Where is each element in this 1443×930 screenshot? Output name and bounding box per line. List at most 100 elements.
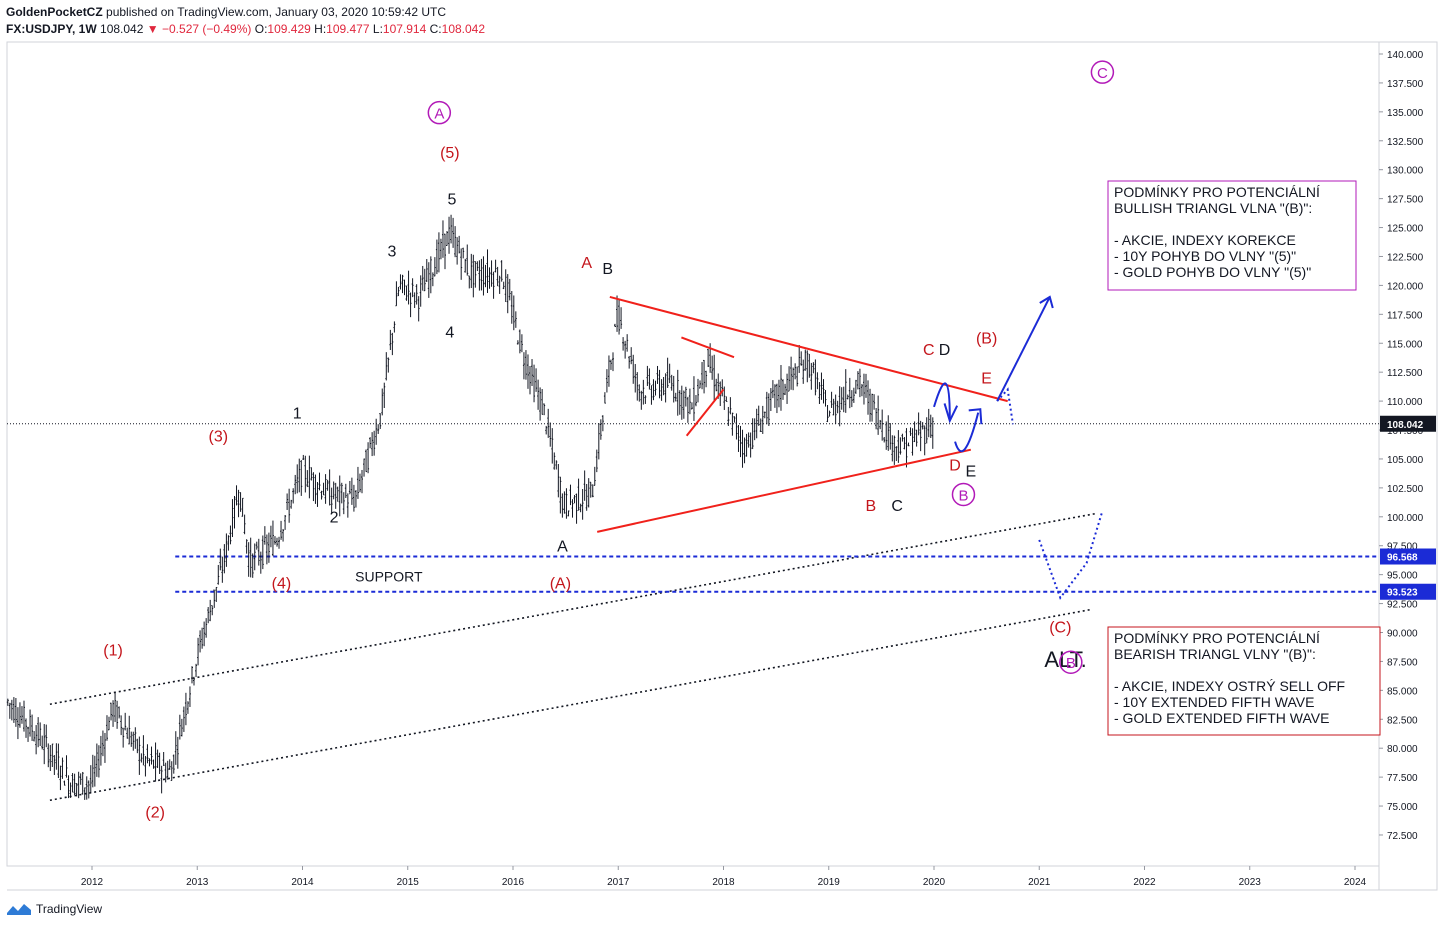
symbol-label[interactable]: FX:USDJPY, 1W [6,22,97,36]
y-tick-label: 130.000 [1387,166,1424,177]
y-tick-label: 77.500 [1387,773,1418,784]
y-tick-label: 102.500 [1387,484,1424,495]
wave-label: (A) [550,576,571,593]
annotation-box [1107,626,1381,736]
publish-date: published on TradingView.com, January 03… [106,5,447,19]
last-price-label: 108.042 [1387,420,1424,431]
y-tick-label: 85.000 [1387,686,1418,697]
arrow-head-icon [968,408,983,425]
y-tick-label: 127.500 [1387,195,1424,206]
projection-dotted-path [996,387,1014,425]
x-tick-label: 2012 [81,877,104,888]
low-label: L: [372,22,383,36]
annotation-box [1107,180,1357,291]
projection-dotted-path [1038,510,1104,600]
triangle-trendline [609,296,1008,403]
wave-segment [681,336,735,359]
wave-label: B [866,498,877,515]
circled-wave-marker [1059,650,1083,674]
triangle-trendline [596,448,972,533]
wave-label: (1) [103,643,123,660]
circled-wave-label: C [1097,65,1108,82]
annotation-line: - 10Y EXTENDED FIFTH WAVE [1114,694,1314,710]
channel-line [49,512,1098,706]
open-value: 109.429 [267,22,311,36]
wave-label: E [966,463,977,480]
y-tick-label: 82.500 [1387,715,1418,726]
circled-wave-marker [427,100,452,125]
support-text: SUPPORT [355,569,423,585]
y-tick-label: 132.500 [1387,137,1424,148]
wave-segment [685,388,725,437]
tradingview-logo-icon [7,904,31,915]
wave-label: E [981,371,992,388]
x-tick-label: 2016 [502,877,525,888]
y-tick-label: 90.000 [1387,629,1418,640]
wave-label: D [939,342,951,359]
arrow-head-icon [943,403,959,424]
circled-wave-marker [1090,60,1115,84]
annotation-line: - 10Y POHYB DO VLNY "(5)" [1114,248,1296,264]
y-tick-label: 110.000 [1387,397,1423,408]
x-tick-label: 2019 [818,877,841,888]
wave-label: B [602,261,613,278]
last-price-tag [1380,415,1436,432]
wave-e-arrow [954,412,980,453]
publish-info: GoldenPocketCZ published on TradingView.… [6,5,446,19]
wave-label: 3 [388,243,397,260]
close-value: 108.042 [441,22,486,36]
price-axis-frame [1378,41,1438,891]
x-tick-label: 2015 [397,877,420,888]
y-tick-label: 105.000 [1387,455,1424,466]
annotation-line: BULLISH TRIANGL VLNA "(B)": [1114,200,1312,216]
author-name[interactable]: GoldenPocketCZ [6,5,103,19]
x-tick-label: 2024 [1344,877,1367,888]
y-tick-label: 87.500 [1387,657,1418,668]
support-price-tag [1380,583,1436,600]
y-tick-label: 112.500 [1387,368,1423,379]
last-price: 108.042 [100,22,144,36]
x-tick-label: 2013 [186,877,209,888]
low-value: 107.914 [382,22,427,36]
annotation-line: - AKCIE, INDEXY OSTRÝ SELL OFF [1114,678,1345,694]
high-value: 109.477 [326,22,370,36]
change-arrow-icon: ▼ [146,22,159,36]
wave-label: C [923,342,935,359]
x-tick-label: 2022 [1133,877,1156,888]
y-tick-label: 120.000 [1387,281,1424,292]
wave-label: D [949,458,961,475]
projection-arrow [996,296,1051,402]
y-tick-label: 115.000 [1387,339,1423,350]
y-tick-label: 140.000 [1387,50,1424,61]
support-price-label: 96.568 [1387,553,1418,564]
y-tick-label: 122.500 [1387,252,1424,263]
wave-label: 1 [293,405,302,422]
annotation-line: PODMÍNKY PRO POTENCIÁLNÍ [1114,630,1320,646]
wave-label: (3) [209,429,229,446]
y-tick-label: 80.000 [1387,744,1418,755]
x-tick-label: 2021 [1028,877,1051,888]
wave-label: (2) [145,805,165,822]
y-tick-label: 72.500 [1387,831,1418,842]
annotation-line: - GOLD EXTENDED FIFTH WAVE [1114,710,1329,726]
y-tick-label: 137.500 [1387,79,1424,90]
circled-wave-label: B [958,487,968,504]
x-tick-label: 2017 [607,877,630,888]
ohlc-legend: FX:USDJPY, 1W 108.042 ▼ −0.527 (−0.49%) … [6,22,485,36]
support-price-tag [1380,548,1436,565]
wave-d-arrow [933,382,951,419]
wave-label: (5) [440,145,460,162]
channel-line [49,608,1093,802]
arrow-head-icon [1039,295,1054,309]
y-tick-label: 100.000 [1387,513,1424,524]
annotation-line: - GOLD POHYB DO VLNY "(5)" [1114,264,1311,280]
footer-brand[interactable]: TradingView [6,902,102,916]
circled-wave-marker [951,482,976,507]
tradingview-brand-label: TradingView [36,902,103,916]
open-label: O: [254,22,268,36]
high-label: H: [314,22,327,36]
wave-label: 2 [330,510,339,527]
x-tick-label: 2023 [1239,877,1262,888]
y-tick-label: 135.000 [1387,108,1424,119]
